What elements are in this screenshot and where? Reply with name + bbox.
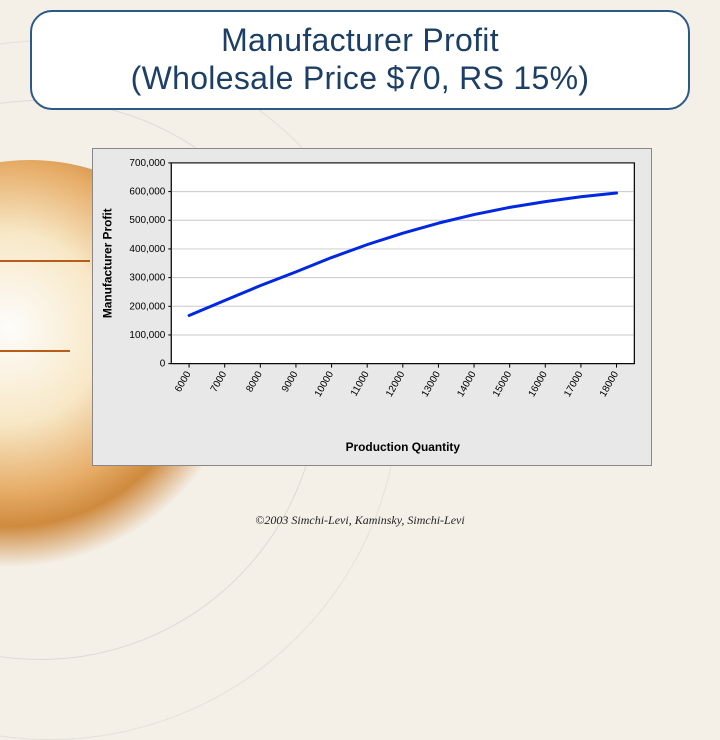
y-axis-label: Manufacturer Profit xyxy=(101,208,115,318)
plot-area xyxy=(171,163,634,364)
slide-title-line1: Manufacturer Profit xyxy=(221,22,499,58)
y-tick-label: 200,000 xyxy=(129,301,165,312)
slide-title-line2: (Wholesale Price $70, RS 15%) xyxy=(131,60,590,96)
x-tick-label: 6000 xyxy=(173,369,194,394)
slide-title-box: Manufacturer Profit (Wholesale Price $70… xyxy=(30,10,690,110)
accent-line-2 xyxy=(0,350,70,352)
y-tick-label: 400,000 xyxy=(129,244,165,255)
x-tick-label: 15000 xyxy=(491,369,515,399)
x-tick-label: 14000 xyxy=(455,369,479,399)
copyright-text: ©2003 Simchi-Levi, Kaminsky, Simchi-Levi xyxy=(0,513,720,528)
x-tick-label: 9000 xyxy=(280,369,301,394)
y-tick-label: 600,000 xyxy=(129,187,165,198)
y-tick-label: 700,000 xyxy=(129,158,165,169)
y-tick-label: 0 xyxy=(160,359,166,370)
x-tick-label: 7000 xyxy=(209,369,230,394)
y-tick-label: 500,000 xyxy=(129,215,165,226)
x-tick-label: 8000 xyxy=(244,369,265,394)
line-chart: 0 100,000 200,000 300,000 400,000 500,000 600,… xyxy=(93,149,651,465)
x-axis-label: Production Quantity xyxy=(346,440,461,454)
x-tick-label: 16000 xyxy=(527,369,551,399)
x-tick-label: 13000 xyxy=(420,369,444,399)
y-tick-label: 300,000 xyxy=(129,273,165,284)
slide-title: Manufacturer Profit (Wholesale Price $70… xyxy=(131,22,590,98)
x-tick-label: 12000 xyxy=(384,369,408,399)
accent-line-1 xyxy=(0,260,90,262)
x-tick-label: 17000 xyxy=(562,369,586,399)
x-tick-label: 18000 xyxy=(598,369,622,399)
x-tick-label: 10000 xyxy=(313,369,337,399)
y-tick-label: 100,000 xyxy=(129,330,165,341)
chart-frame: 0 100,000 200,000 300,000 400,000 500,000 600,… xyxy=(92,148,652,466)
x-tick-label: 11000 xyxy=(349,369,372,398)
